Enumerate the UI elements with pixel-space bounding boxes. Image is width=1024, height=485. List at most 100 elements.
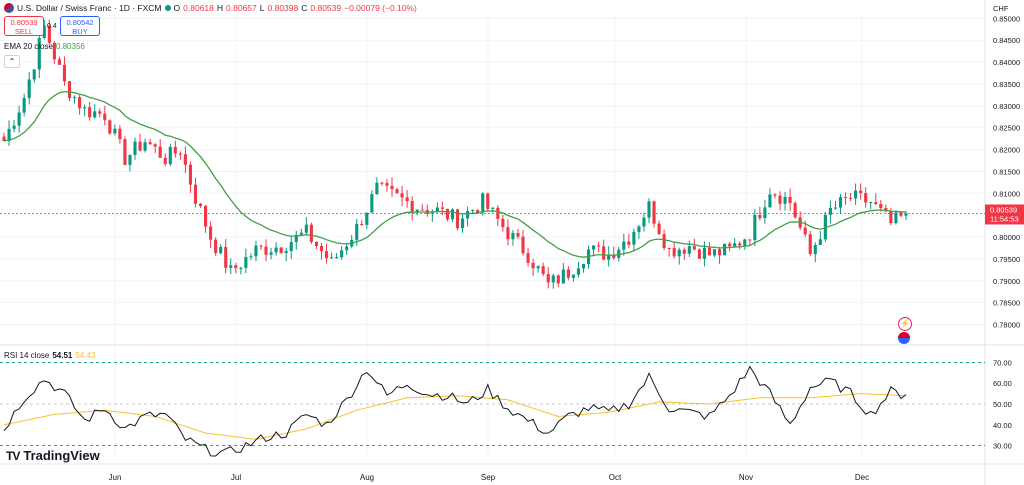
- currency-label[interactable]: CHF: [993, 4, 1009, 13]
- rsi-legend[interactable]: RSI 14 close 54.51 54.43: [4, 351, 95, 360]
- candle-body: [32, 69, 36, 80]
- buy-button[interactable]: 0.80542 BUY: [60, 16, 100, 36]
- candle-body: [304, 224, 308, 233]
- candle-body: [838, 197, 843, 208]
- candle-body: [894, 212, 898, 224]
- candle-body: [617, 249, 621, 258]
- change-value: −0.00079 (−0.10%): [344, 3, 417, 13]
- candle-body: [178, 153, 182, 155]
- candle-body: [143, 142, 147, 151]
- candle-body: [78, 97, 82, 109]
- sell-price: 0.80539: [10, 18, 38, 27]
- candle-body: [657, 223, 661, 235]
- candle-body: [52, 42, 56, 60]
- tradingview-logo-icon: TV: [6, 448, 20, 463]
- candle-body: [264, 246, 268, 255]
- high-value: 0.80657: [226, 3, 257, 13]
- candle-body: [67, 81, 72, 98]
- price-axis-tick: 0.82500: [993, 124, 1020, 133]
- candle-body: [733, 243, 737, 247]
- tradingview-logo[interactable]: TV TradingView: [6, 448, 100, 463]
- candle-body: [57, 59, 61, 65]
- candle-body: [22, 98, 26, 113]
- rsi-axis-tick: 30.00: [993, 442, 1012, 451]
- candle-body: [395, 189, 399, 194]
- candle-body: [743, 239, 747, 246]
- low-label: L: [259, 3, 265, 13]
- price-axis-tick: 0.83000: [993, 102, 1020, 111]
- candle-body: [284, 251, 288, 253]
- candle-body: [899, 212, 903, 216]
- symbol-title[interactable]: U.S. Dollar / Swiss Franc · 1D · FXCM: [17, 3, 162, 13]
- candle-body: [748, 239, 752, 241]
- candle-body: [889, 211, 893, 224]
- candle-body: [319, 245, 324, 252]
- rsi-line: [3, 365, 907, 457]
- candle-body: [108, 120, 112, 134]
- candle-body: [677, 249, 681, 257]
- rsi-ma-line: [3, 393, 907, 440]
- rsi-axis-tick: 50.00: [993, 400, 1012, 409]
- time-axis-tick: Oct: [609, 473, 622, 482]
- collapse-legend-button[interactable]: ⌃: [4, 55, 20, 68]
- candle-body: [697, 249, 701, 259]
- chevron-up-icon: ⌃: [8, 57, 16, 66]
- candle-body: [788, 197, 792, 204]
- sell-button[interactable]: 0.80539 SELL: [4, 16, 44, 36]
- price-axis-tick: 0.82000: [993, 146, 1020, 155]
- candle-body: [717, 249, 722, 256]
- candle-body: [229, 265, 233, 268]
- spread-value: 0.4: [47, 23, 57, 30]
- candle-body: [380, 182, 384, 184]
- candle-body: [546, 274, 550, 283]
- candle-body: [758, 215, 762, 219]
- candle-body: [516, 233, 520, 237]
- candle-body: [491, 207, 495, 209]
- candle-body: [566, 269, 570, 278]
- candle-body: [556, 275, 560, 284]
- candle-body: [309, 224, 313, 242]
- candle-body: [486, 193, 490, 209]
- open-value: 0.80618: [183, 3, 214, 13]
- candle-body: [849, 197, 853, 199]
- candle-body: [158, 146, 162, 158]
- time-axis-tick: Aug: [360, 473, 374, 482]
- candle-body: [324, 251, 329, 259]
- high-label: H: [216, 3, 224, 13]
- ema-legend[interactable]: EMA 20 close 0.80356: [4, 42, 85, 51]
- candle-body: [188, 164, 193, 185]
- candle-body: [420, 209, 424, 211]
- candle-body: [209, 226, 213, 240]
- close-value: 0.80539: [310, 3, 342, 13]
- candle-body: [173, 146, 177, 154]
- last-price-label: 0.80539: [990, 205, 1017, 214]
- candle-body: [254, 245, 258, 257]
- price-axis-tick: 0.80000: [993, 233, 1020, 242]
- candle-body: [707, 247, 712, 256]
- rsi-value: 54.51: [52, 351, 73, 360]
- time-axis-tick: Dec: [855, 473, 869, 482]
- candle-body: [904, 213, 908, 216]
- candle-body: [632, 231, 636, 245]
- candle-body: [864, 193, 868, 203]
- candle-body: [859, 190, 863, 194]
- lightning-icon[interactable]: ⚡: [898, 317, 912, 331]
- candle-body: [687, 246, 691, 254]
- candle-body: [12, 125, 16, 129]
- candle-body: [17, 112, 21, 126]
- candle-body: [828, 207, 832, 215]
- candle-body: [506, 227, 510, 240]
- candle-body: [375, 182, 379, 195]
- candle-body: [385, 182, 389, 186]
- time-axis-tick: Jun: [109, 473, 122, 482]
- candle-body: [27, 79, 31, 99]
- candle-body: [370, 194, 374, 213]
- candle-body: [88, 107, 92, 118]
- candle-body: [204, 206, 208, 227]
- candle-body: [455, 209, 460, 229]
- candle-body: [793, 203, 797, 218]
- us-flag-event-icon[interactable]: [898, 332, 910, 344]
- candle-body: [345, 246, 349, 251]
